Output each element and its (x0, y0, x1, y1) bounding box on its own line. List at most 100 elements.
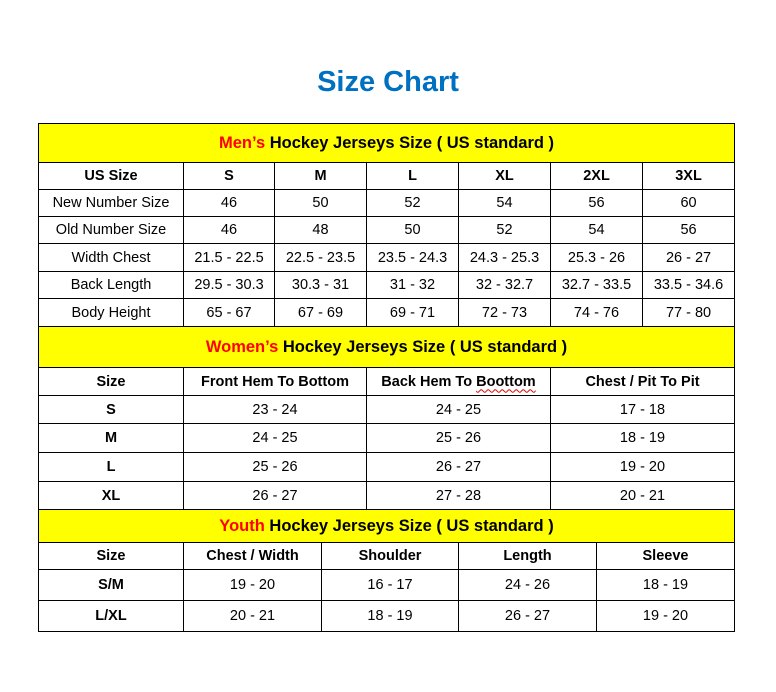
table-cell: 48 (274, 216, 367, 244)
table-cell: 21.5 - 22.5 (183, 243, 275, 272)
youth-size-table: Youth Hockey Jerseys Size ( US standard … (37, 509, 736, 632)
column-header: Chest / Pit To Pit (549, 367, 736, 396)
table-row: L/XL 20 - 21 18 - 19 26 - 27 19 - 20 (38, 600, 736, 632)
table-row: Width Chest 21.5 - 22.5 22.5 - 23.5 23.5 - … (38, 243, 736, 272)
table-cell: 24 - 26 (458, 569, 597, 601)
table-cell: 25.3 - 26 (550, 243, 643, 272)
table-cell: 56 (641, 216, 736, 244)
row-label: S (38, 395, 184, 424)
column-header-label: Sleeve (642, 548, 689, 564)
section-header: Youth Hockey Jerseys Size ( US standard … (37, 509, 736, 543)
column-header: Front Hem To Bottom (183, 367, 367, 396)
row-label: L/XL (38, 600, 184, 632)
table-cell: 20 - 21 (549, 481, 736, 510)
table-row: Old Number Size 46 48 50 52 54 56 (38, 216, 736, 244)
table-cell: 31 - 32 (366, 271, 459, 299)
table-cell: 67 - 69 (274, 298, 367, 327)
table-cell: 19 - 20 (595, 600, 736, 632)
table-cell: 23 - 24 (183, 395, 367, 424)
column-header: M (274, 162, 367, 190)
column-header: S (183, 162, 275, 190)
table-cell: 56 (550, 189, 643, 217)
table-cell: 24.3 - 25.3 (458, 243, 551, 272)
table-cell: 24 - 25 (183, 423, 367, 453)
table-cell: 27 - 28 (366, 481, 551, 510)
table-cell: 54 (458, 189, 551, 217)
table-row: L 25 - 26 26 - 27 19 - 20 (38, 452, 736, 482)
table-cell: 20 - 21 (183, 600, 322, 632)
table-cell: 19 - 20 (183, 569, 322, 601)
table-cell: 72 - 73 (458, 298, 551, 327)
table-cell: 26 - 27 (366, 452, 551, 482)
table-cell: 46 (183, 189, 275, 217)
table-cell: 18 - 19 (321, 600, 459, 632)
section-prefix: Women’s (205, 337, 279, 356)
column-header: Chest / Width (183, 542, 322, 570)
table-row: Body Height 65 - 67 67 - 69 69 - 71 72 - 73 7… (38, 298, 736, 327)
table-cell: 32 - 32.7 (458, 271, 551, 299)
column-header: Sleeve (595, 542, 736, 570)
table-cell: 50 (274, 189, 367, 217)
column-header-label: Chest / Pit To Pit (585, 373, 700, 390)
table-cell: 30.3 - 31 (274, 271, 367, 299)
column-header-label: L (408, 168, 417, 184)
column-header: Shoulder (321, 542, 459, 570)
table-cell: 74 - 76 (550, 298, 643, 327)
table-cell: 24 - 25 (366, 395, 551, 424)
table-row: S 23 - 24 24 - 25 17 - 18 (38, 395, 736, 424)
row-label: Width Chest (38, 243, 184, 272)
column-header-label: Back Hem To Boottom (381, 373, 536, 390)
column-header-row: Size Front Hem To Bottom Back Hem To Boott… (38, 367, 736, 396)
table-cell: 23.5 - 24.3 (366, 243, 459, 272)
table-cell: 26 - 27 (183, 481, 367, 510)
section-prefix: Men’s (219, 133, 266, 152)
table-row: S/M 19 - 20 16 - 17 24 - 26 18 - 19 (38, 569, 736, 601)
table-cell: 46 (183, 216, 275, 244)
row-label: Old Number Size (38, 216, 184, 244)
table-cell: 65 - 67 (183, 298, 275, 327)
table-cell: 18 - 19 (549, 423, 736, 453)
table-cell: 18 - 19 (595, 569, 736, 601)
column-header-label: XL (495, 168, 514, 184)
column-header-label: Size (96, 548, 126, 564)
table-cell: 52 (458, 216, 551, 244)
column-header-label: 2XL (583, 168, 610, 184)
row-label: New Number Size (38, 189, 184, 217)
table-cell: 50 (366, 216, 459, 244)
row-label: L (38, 452, 184, 482)
column-header: Back Hem To Boottom (366, 367, 551, 396)
table-cell: 19 - 20 (549, 452, 736, 482)
column-header: 3XL (641, 162, 736, 190)
table-cell: 26 - 27 (641, 243, 736, 272)
column-header-label: Length (503, 548, 552, 564)
column-header: Size (38, 542, 184, 570)
column-header-row: US Size S M L XL 2XL 3XL (38, 162, 736, 190)
column-header: US Size (38, 162, 184, 190)
column-header-label: US Size (84, 168, 138, 184)
table-cell: 52 (366, 189, 459, 217)
column-header-label: S (224, 168, 234, 184)
column-header-label: M (314, 168, 327, 184)
table-cell: 25 - 26 (366, 423, 551, 453)
table-cell: 69 - 71 (366, 298, 459, 327)
table-cell: 54 (550, 216, 643, 244)
mens-size-table: Men’s Hockey Jerseys Size ( US standard … (37, 123, 736, 327)
table-cell: 22.5 - 23.5 (274, 243, 367, 272)
table-cell: 29.5 - 30.3 (183, 271, 275, 299)
section-header: Men’s Hockey Jerseys Size ( US standard … (37, 123, 736, 163)
column-header-label: Size (96, 373, 126, 390)
column-header-label: Chest / Width (206, 548, 299, 564)
section-heading: Hockey Jerseys Size ( US standard ) (265, 133, 555, 152)
table-cell: 32.7 - 33.5 (550, 271, 643, 299)
table-cell: 33.5 - 34.6 (641, 271, 736, 299)
table-row: Back Length 29.5 - 30.3 30.3 - 31 31 - 32 32… (38, 271, 736, 299)
column-header-label: Shoulder (358, 548, 422, 564)
table-cell: 16 - 17 (321, 569, 459, 601)
column-header: 2XL (550, 162, 643, 190)
section-heading: Hockey Jerseys Size ( US standard ) (264, 516, 554, 535)
table-row: New Number Size 46 50 52 54 56 60 (38, 189, 736, 217)
page-title: Size Chart (317, 66, 459, 98)
column-header: Size (38, 367, 184, 396)
section-header: Women’s Hockey Jerseys Size ( US standar… (37, 326, 736, 368)
row-label: Back Length (38, 271, 184, 299)
